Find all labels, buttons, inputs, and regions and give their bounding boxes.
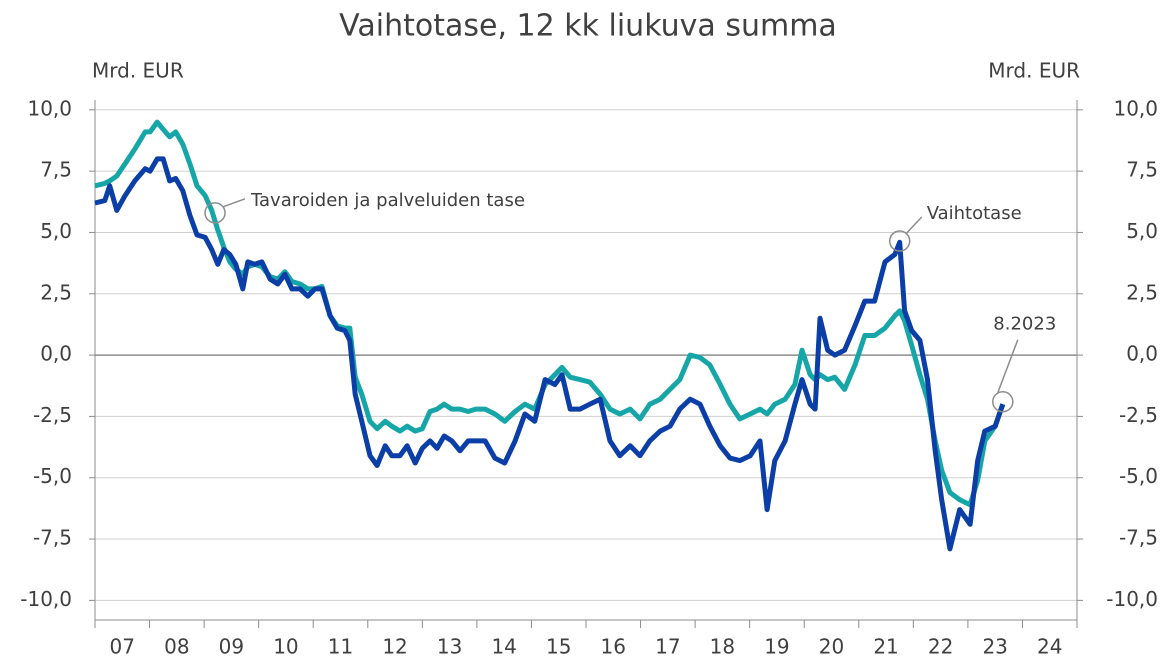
y-tick-label: 5,0 — [40, 219, 72, 243]
y2-tick-label: -7,5 — [1119, 526, 1158, 550]
callout-label: Tavaroiden ja palveluiden tase — [250, 190, 525, 211]
callout-label: 8.2023 — [993, 314, 1056, 335]
y-tick-label: 0,0 — [40, 342, 72, 366]
y-tick-label: 10,0 — [27, 96, 72, 120]
x-tick-label: 15 — [546, 635, 571, 659]
y-axis-label: Mrd. EUR — [92, 59, 184, 83]
x-tick-label: 09 — [219, 635, 244, 659]
callout-leader — [222, 198, 246, 208]
y-tick-label: 2,5 — [40, 280, 72, 304]
callout-circle — [204, 202, 226, 224]
y-tick-label: -7,5 — [33, 526, 72, 550]
y2-tick-label: -2,5 — [1119, 403, 1158, 427]
y-tick-label: -10,0 — [20, 587, 72, 611]
x-tick-label: 22 — [928, 635, 953, 659]
x-tick-label: 12 — [382, 635, 407, 659]
series-line — [94, 119, 1006, 508]
x-tick-label: 23 — [982, 635, 1007, 659]
x-tick-label: 13 — [437, 635, 462, 659]
x-tick-label: 10 — [273, 635, 298, 659]
x-tick-label: 20 — [819, 635, 844, 659]
callout-circle — [888, 230, 911, 252]
x-tick-label: 16 — [601, 635, 626, 659]
x-tick-label: 07 — [110, 635, 135, 659]
callout-leader — [997, 339, 1019, 393]
y-tick-label: -5,0 — [33, 464, 72, 488]
series-line — [94, 156, 1006, 552]
y2-tick-label: -5,0 — [1119, 464, 1158, 488]
callout-label: Vaihtotase — [927, 203, 1022, 224]
chart-title: Vaihtotase, 12 kk liukuva summa — [339, 9, 837, 44]
y2-tick-label: 5,0 — [1126, 219, 1158, 243]
y2-tick-label: -10,0 — [1106, 587, 1158, 611]
x-tick-label: 11 — [328, 635, 353, 659]
y2-tick-label: 7,5 — [1126, 158, 1158, 182]
y2-tick-label: 0,0 — [1126, 342, 1158, 366]
x-tick-label: 18 — [710, 635, 735, 659]
y2-tick-label: 10,0 — [1113, 96, 1158, 120]
x-tick-label: 24 — [1037, 635, 1062, 659]
y-tick-label: 7,5 — [40, 158, 72, 182]
callout-leader — [906, 216, 923, 234]
x-tick-label: 19 — [764, 635, 789, 659]
x-tick-label: 21 — [873, 635, 898, 659]
y2-axis-label: Mrd. EUR — [988, 59, 1080, 83]
x-tick-label: 14 — [491, 635, 516, 659]
y2-tick-label: 2,5 — [1126, 280, 1158, 304]
x-tick-label: 08 — [164, 635, 189, 659]
x-tick-label: 17 — [655, 635, 680, 659]
callout-circle — [992, 390, 1014, 413]
y-tick-label: -2,5 — [33, 403, 72, 427]
